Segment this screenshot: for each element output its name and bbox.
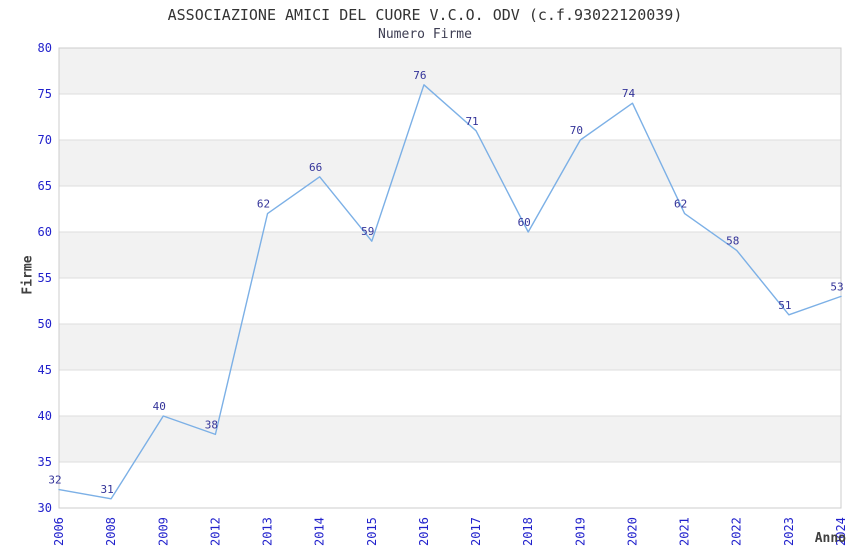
data-label: 62 [257,198,270,211]
data-label: 71 [465,115,478,128]
y-tick-label: 35 [38,455,52,469]
x-axis-title: Anno [814,531,846,546]
plot-band [59,48,841,94]
x-tick-label: 2006 [52,517,66,546]
y-tick-label: 40 [38,409,52,423]
data-label: 76 [413,69,426,82]
y-tick-label: 30 [38,501,52,515]
x-tick-label: 2017 [469,517,483,546]
y-tick-label: 65 [38,179,52,193]
y-axis-title: Firme [20,255,36,295]
x-tick-label: 2009 [156,517,170,546]
plot-band [59,140,841,186]
y-tick-label: 45 [38,363,52,377]
x-tick-label: 2013 [261,517,275,546]
x-tick-label: 2022 [730,517,744,546]
data-label: 53 [830,280,843,293]
data-label: 70 [570,124,583,137]
y-tick-label: 50 [38,317,52,331]
data-label: 32 [48,474,61,487]
x-tick-label: 2012 [208,517,222,546]
plot-band [59,232,841,278]
x-tick-label: 2008 [104,517,118,546]
y-tick-label: 70 [38,133,52,147]
data-label: 59 [361,225,374,238]
x-tick-label: 2014 [313,517,327,546]
data-label: 74 [622,87,636,100]
plot-band [59,324,841,370]
data-label: 40 [153,400,166,413]
chart-title: ASSOCIAZIONE AMICI DEL CUORE V.C.O. ODV … [167,6,683,24]
x-tick-label: 2021 [678,517,692,546]
data-label: 31 [101,483,114,496]
y-tick-label: 60 [38,225,52,239]
data-label: 58 [726,234,739,247]
data-label: 38 [205,418,218,431]
x-tick-label: 2016 [417,517,431,546]
data-label: 62 [674,198,687,211]
x-tick-label: 2018 [521,517,535,546]
x-tick-label: 2015 [365,517,379,546]
data-label: 51 [778,299,791,312]
x-tick-label: 2023 [782,517,796,546]
data-label: 66 [309,161,322,174]
y-tick-label: 80 [38,41,52,55]
x-tick-label: 2019 [573,517,587,546]
x-tick-label: 2020 [625,517,639,546]
series-line [58,84,842,500]
plot-border [58,47,842,509]
plot-band [59,416,841,462]
data-label: 60 [518,216,531,229]
x-tick-label: 2024 [834,517,848,546]
y-tick-label: 75 [38,87,52,101]
y-tick-label: 55 [38,271,52,285]
chart-subtitle: Numero Firme [378,27,472,42]
